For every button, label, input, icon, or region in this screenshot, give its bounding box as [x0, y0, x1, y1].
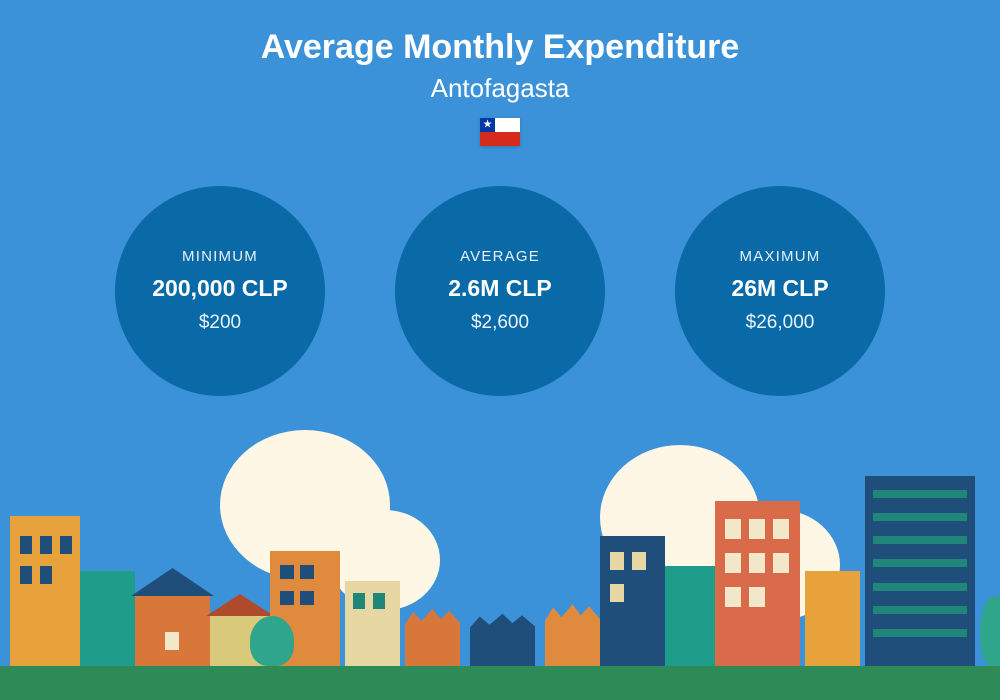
building — [135, 596, 210, 666]
building-slat — [873, 536, 967, 544]
main-title: Average Monthly Expenditure — [261, 28, 740, 67]
tree — [980, 596, 1000, 666]
window — [773, 519, 789, 539]
window — [749, 587, 765, 607]
building-slat — [873, 513, 967, 521]
window — [280, 565, 294, 579]
stat-label: MINIMUM — [182, 248, 258, 265]
stat-value: 2.6M CLP — [448, 275, 552, 302]
window — [610, 552, 624, 570]
infographic-canvas: Average Monthly Expenditure Antofagasta … — [0, 0, 1000, 700]
building — [80, 571, 135, 666]
window — [610, 584, 624, 602]
building — [405, 606, 460, 666]
building-slat — [873, 490, 967, 498]
window — [725, 553, 741, 573]
window — [749, 519, 765, 539]
building-slat — [873, 583, 967, 591]
building — [665, 566, 715, 666]
building — [600, 536, 665, 666]
window — [60, 536, 72, 554]
stat-circle-average: AVERAGE 2.6M CLP $2,600 — [395, 186, 605, 396]
window — [40, 536, 52, 554]
stat-circle-maximum: MAXIMUM 26M CLP $26,000 — [675, 186, 885, 396]
window — [20, 566, 32, 584]
roof — [206, 594, 274, 616]
stat-label: AVERAGE — [460, 248, 540, 265]
tree — [250, 616, 294, 666]
window — [300, 565, 314, 579]
window — [725, 519, 741, 539]
window — [773, 553, 789, 573]
building-slat — [873, 606, 967, 614]
building-slat — [873, 559, 967, 567]
window — [725, 587, 741, 607]
chile-flag-icon: ★ — [480, 118, 520, 146]
stat-usd: $2,600 — [471, 312, 529, 334]
window — [20, 536, 32, 554]
window — [300, 591, 314, 605]
cityscape-illustration — [0, 450, 1000, 700]
window — [165, 632, 179, 650]
building — [715, 501, 800, 666]
city-subtitle: Antofagasta — [431, 73, 570, 104]
window — [632, 552, 646, 570]
ground — [0, 666, 1000, 700]
building — [865, 476, 975, 666]
window — [749, 553, 765, 573]
flag-red-stripe — [480, 132, 520, 146]
stat-value: 200,000 CLP — [152, 275, 288, 302]
building-slat — [873, 629, 967, 637]
building — [805, 571, 860, 666]
flag-canton: ★ — [480, 118, 495, 132]
roof — [131, 568, 214, 596]
flag-star-icon: ★ — [483, 119, 493, 130]
building — [10, 516, 80, 666]
building — [345, 581, 400, 666]
window — [280, 591, 294, 605]
window — [353, 593, 365, 609]
stat-value: 26M CLP — [731, 275, 828, 302]
stat-usd: $26,000 — [746, 312, 815, 334]
building — [470, 611, 535, 666]
stat-usd: $200 — [199, 312, 241, 334]
tree — [560, 620, 600, 666]
stats-row: MINIMUM 200,000 CLP $200 AVERAGE 2.6M CLP $2,… — [0, 186, 1000, 396]
stat-label: MAXIMUM — [740, 248, 821, 265]
stat-circle-minimum: MINIMUM 200,000 CLP $200 — [115, 186, 325, 396]
window — [40, 566, 52, 584]
window — [373, 593, 385, 609]
